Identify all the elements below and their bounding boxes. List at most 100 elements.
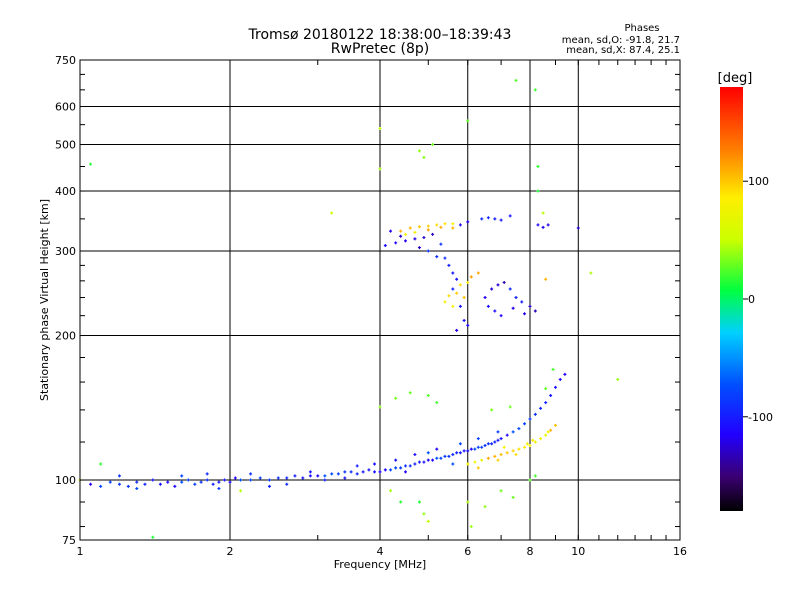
data-point (455, 277, 459, 281)
data-point (417, 500, 421, 504)
data-point (211, 482, 215, 486)
data-point (180, 480, 184, 484)
data-point (514, 78, 518, 82)
data-point (553, 423, 557, 427)
data-point (422, 512, 426, 516)
x-tick-label: 1 (77, 545, 84, 558)
data-point (349, 470, 353, 474)
data-point (458, 442, 462, 446)
data-point (233, 476, 237, 480)
data-point (89, 162, 93, 166)
data-point (528, 417, 532, 421)
data-point (483, 444, 487, 448)
data-point (528, 478, 532, 482)
data-point (447, 263, 451, 267)
data-point (417, 225, 421, 229)
data-point (217, 480, 221, 484)
data-point (451, 226, 455, 230)
data-point (541, 211, 545, 215)
data-point (343, 470, 347, 474)
data-point (458, 451, 462, 455)
data-point (447, 454, 451, 458)
data-point (151, 478, 155, 482)
data-points (78, 78, 620, 539)
data-point (249, 478, 253, 482)
data-point (293, 474, 297, 478)
data-point (323, 478, 327, 482)
data-point (389, 468, 393, 472)
colorbar (720, 87, 743, 511)
data-point (383, 244, 387, 248)
data-point (490, 408, 494, 412)
phases-line-o: mean, sd,O: -91.8, 21.7 (562, 35, 680, 46)
data-point (546, 223, 550, 227)
data-point (486, 456, 490, 460)
data-point (528, 444, 532, 448)
data-point (539, 406, 543, 410)
colorbar-tick-label: -100 (748, 411, 773, 424)
data-point (378, 167, 382, 171)
data-point (413, 230, 417, 234)
data-point (373, 470, 377, 474)
data-point (502, 280, 506, 284)
data-point (549, 428, 553, 432)
data-point (413, 453, 417, 457)
data-point (525, 442, 529, 446)
data-point (173, 484, 177, 488)
data-point (462, 318, 466, 322)
y-tick-label: 500 (55, 139, 76, 152)
x-tick-label: 8 (527, 545, 534, 558)
data-point (435, 255, 439, 259)
data-point (466, 500, 470, 504)
data-point (205, 472, 209, 476)
data-point (394, 241, 398, 245)
data-point (439, 225, 443, 229)
data-point (483, 505, 487, 509)
data-point (426, 519, 430, 523)
data-point (343, 476, 347, 480)
chart-title: Tromsø 20180122 18:38:00–18:39:43 (248, 27, 512, 43)
data-point (576, 226, 580, 230)
data-point (99, 484, 103, 488)
y-tick-label: 400 (55, 185, 76, 198)
x-axis-ticks: 1 2 4 6 8 10 16 (77, 60, 687, 558)
data-point (413, 237, 417, 241)
data-point (239, 478, 243, 482)
data-point (458, 223, 462, 227)
grid (80, 60, 680, 540)
data-point (544, 387, 548, 391)
data-point (239, 489, 243, 493)
data-point (533, 88, 537, 92)
data-point (166, 480, 170, 484)
data-point (258, 476, 262, 480)
data-point (378, 405, 382, 409)
data-point (466, 449, 470, 453)
data-point (394, 396, 398, 400)
data-point (499, 218, 503, 222)
data-point (89, 482, 93, 486)
data-point (443, 454, 447, 458)
data-point (523, 312, 527, 316)
data-point (422, 460, 426, 464)
data-point (426, 394, 430, 398)
data-point (151, 535, 155, 539)
data-point (486, 442, 490, 446)
data-point (422, 155, 426, 159)
data-point (447, 294, 451, 298)
data-point (267, 484, 271, 488)
data-point (426, 228, 430, 232)
data-point (408, 226, 412, 230)
x-axis-label: Frequency [MHz] (334, 558, 426, 571)
data-point (373, 462, 377, 466)
data-point (323, 474, 327, 478)
data-point (417, 149, 421, 153)
data-point (544, 277, 548, 281)
x-tick-label: 2 (227, 545, 234, 558)
data-point (135, 480, 139, 484)
data-point (249, 472, 253, 476)
data-point (486, 216, 490, 220)
data-point (546, 430, 550, 434)
data-point (431, 232, 435, 236)
data-point (408, 464, 412, 468)
data-point (451, 271, 455, 275)
